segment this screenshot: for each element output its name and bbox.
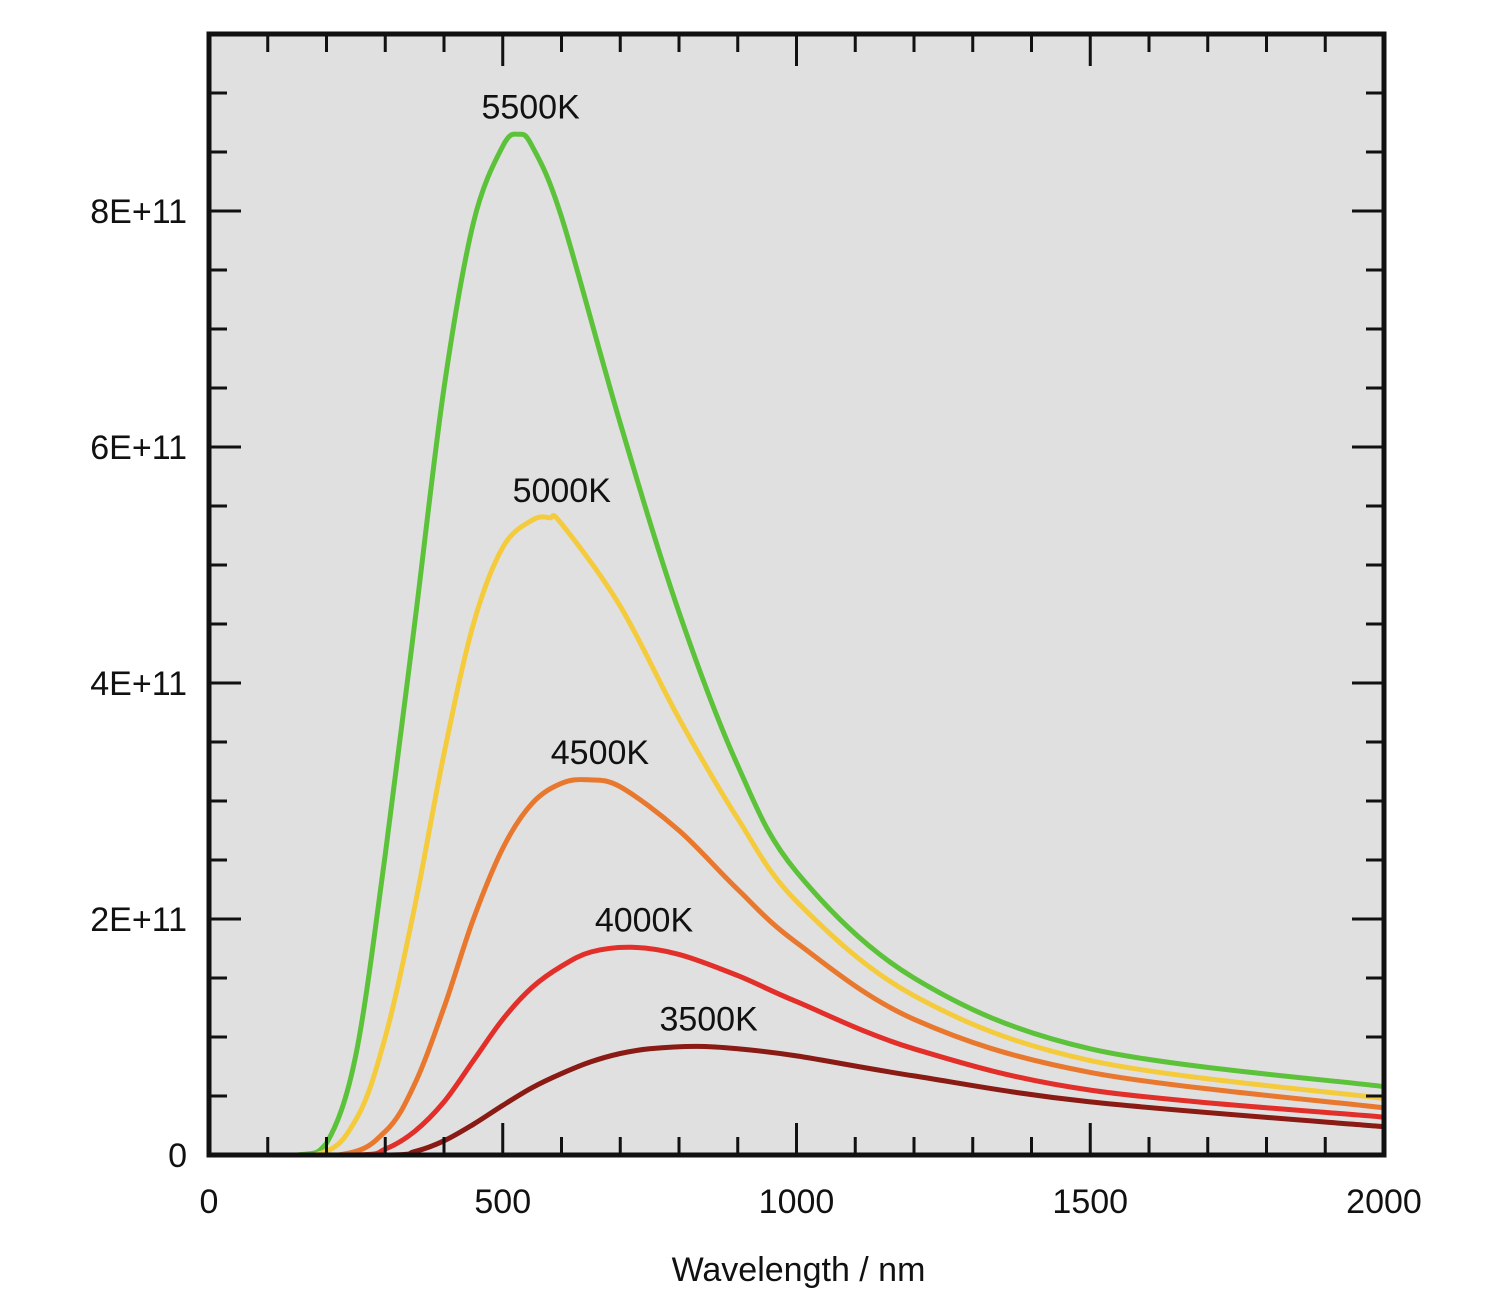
series-label-5500k: 5500K [481, 88, 580, 126]
x-tick-label: 1500 [1052, 1183, 1128, 1221]
x-tick-label: 2000 [1346, 1183, 1422, 1221]
series-label-4000k: 4000K [595, 901, 694, 939]
y-tick-label: 8E+11 [90, 193, 187, 231]
plot-frame [206, 31, 1387, 1158]
series-line-4500k [206, 777, 1387, 1158]
series-label-3500k: 3500K [659, 1000, 758, 1038]
series-curves [206, 131, 1387, 1158]
series-line-5000k [206, 512, 1387, 1158]
y-tick-label: 0 [168, 1137, 187, 1175]
plot-background [209, 34, 1384, 1155]
x-tick-label: 1000 [759, 1183, 835, 1221]
series-line-3500k [206, 1043, 1387, 1158]
series-line-5500k [206, 131, 1387, 1158]
series-label-5000k: 5000K [513, 472, 612, 510]
series-line-4000k [206, 944, 1387, 1158]
series-labels: 5500K 5000K 4500K 4000K 3500K [481, 88, 758, 1038]
x-axis-label: Wavelength / nm [672, 1251, 926, 1289]
tick-labels: 0 500 1000 1500 2000 0 2E+11 4E+11 6E+11 8E+11 [90, 193, 1422, 1221]
series-label-4500k: 4500K [551, 734, 650, 772]
y-tick-label: 2E+11 [90, 901, 187, 939]
x-tick-label: 500 [474, 1183, 531, 1221]
y-tick-label: 6E+11 [90, 429, 187, 467]
x-tick-label: 0 [200, 1183, 219, 1221]
y-tick-label: 4E+11 [90, 665, 187, 703]
